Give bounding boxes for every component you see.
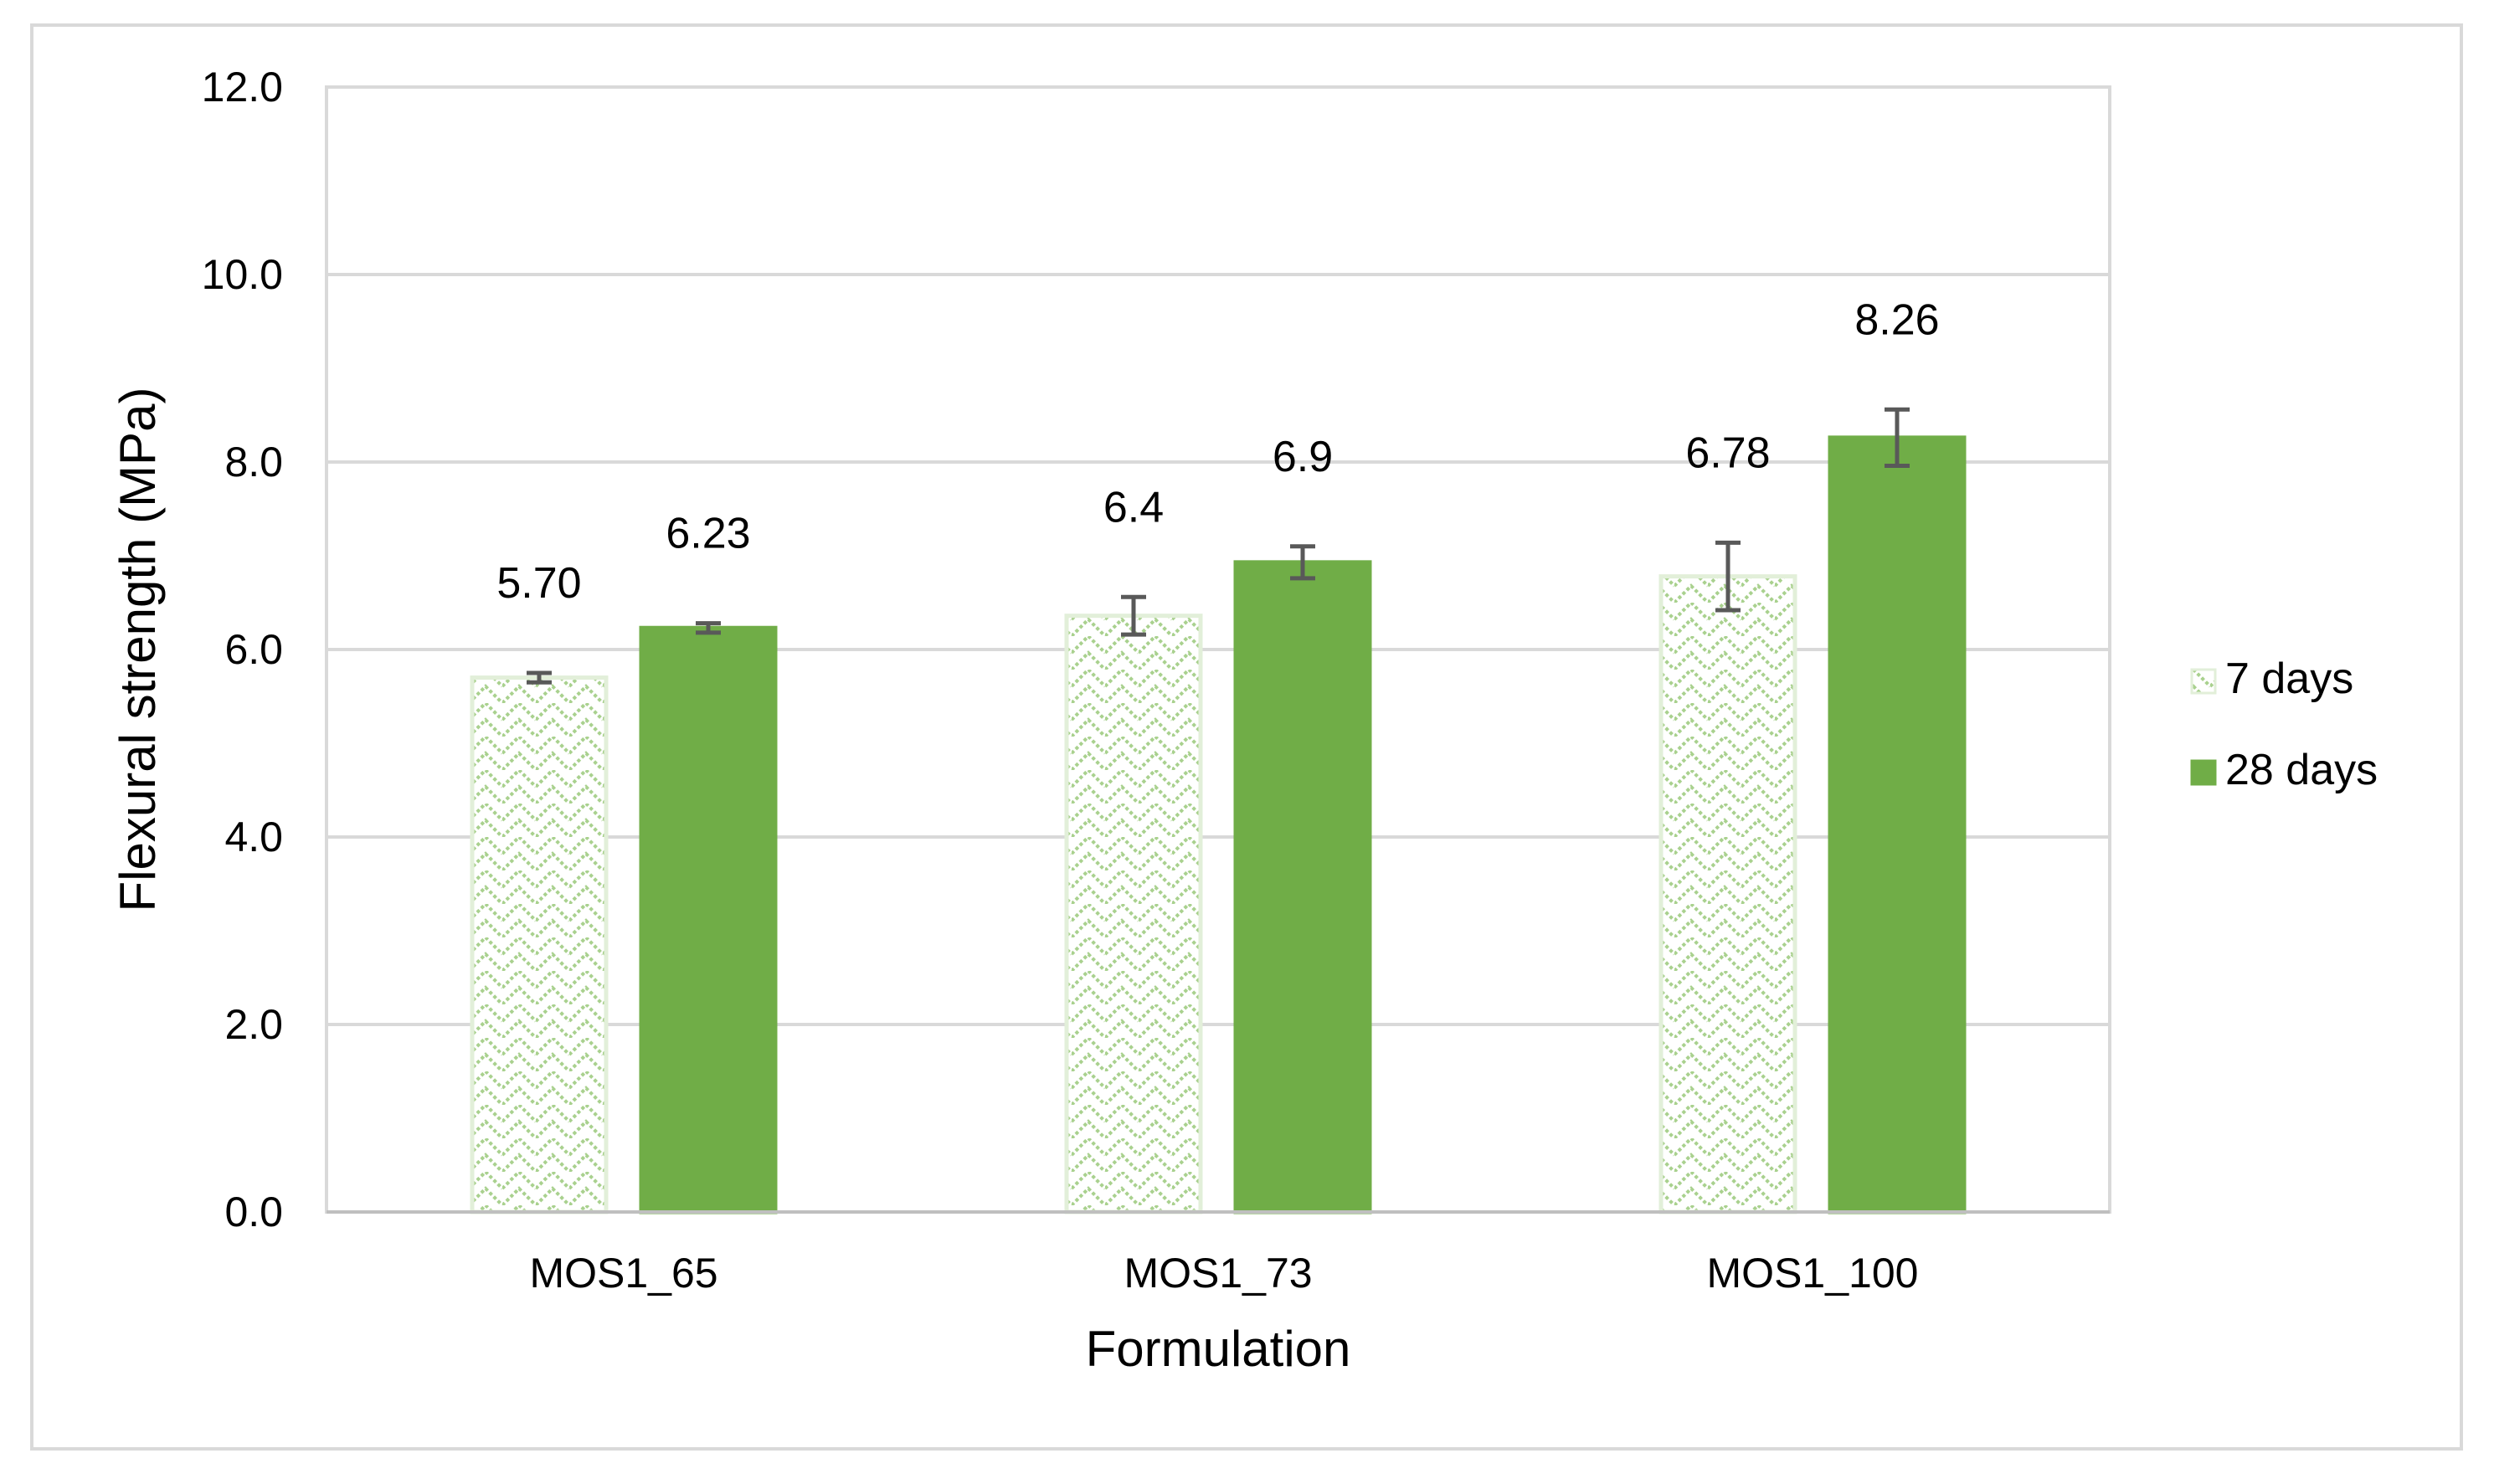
data-label: 6.78 bbox=[1685, 429, 1770, 477]
data-label: 6.23 bbox=[666, 510, 750, 558]
x-tick-label: MOS1_100 bbox=[1707, 1250, 1919, 1297]
legend-label-28-days: 28 days bbox=[2225, 746, 2378, 794]
y-tick-label: 4.0 bbox=[224, 814, 283, 860]
bar-7-days-mos1-65 bbox=[470, 675, 609, 1214]
y-tick-label: 6.0 bbox=[224, 626, 283, 673]
legend: 7 days 28 days bbox=[2190, 655, 2378, 794]
legend-swatch-28-days bbox=[2190, 759, 2217, 786]
y-tick-label: 8.0 bbox=[224, 439, 283, 485]
data-label: 8.26 bbox=[1854, 295, 1939, 344]
y-tick-label: 12.0 bbox=[202, 64, 283, 110]
bar-28-days-mos1-100 bbox=[1828, 435, 1967, 1214]
legend-swatch-7-days bbox=[2190, 668, 2217, 695]
data-label: 6.9 bbox=[1273, 433, 1333, 481]
y-tick-label: 10.0 bbox=[202, 251, 283, 298]
data-labels: 5.70 6.23 6.4 6.9 6.78 8.26 bbox=[496, 295, 1939, 608]
data-label: 5.70 bbox=[496, 559, 581, 608]
x-axis-title: Formulation bbox=[1086, 1321, 1351, 1377]
y-tick-label: 2.0 bbox=[224, 1001, 283, 1048]
y-tick-label: 0.0 bbox=[224, 1189, 283, 1235]
y-axis-title: Flexural strength (MPa) bbox=[110, 388, 166, 912]
legend-label-7-days: 7 days bbox=[2225, 655, 2353, 703]
bar-28-days-mos1-65 bbox=[639, 625, 778, 1214]
bars bbox=[470, 435, 1967, 1214]
data-label: 6.4 bbox=[1103, 483, 1164, 531]
bar-28-days-mos1-73 bbox=[1233, 560, 1372, 1214]
axes: 0.0 2.0 4.0 6.0 8.0 10.0 12.0 MOS1_65 MOS1_73 MOS… bbox=[110, 64, 2110, 1377]
error-bars bbox=[527, 407, 1910, 685]
x-tick-label: MOS1_65 bbox=[529, 1250, 717, 1297]
x-tick-label: MOS1_73 bbox=[1124, 1250, 1312, 1297]
bar-7-days-mos1-100 bbox=[1658, 574, 1797, 1214]
bar-7-days-mos1-73 bbox=[1064, 614, 1203, 1214]
